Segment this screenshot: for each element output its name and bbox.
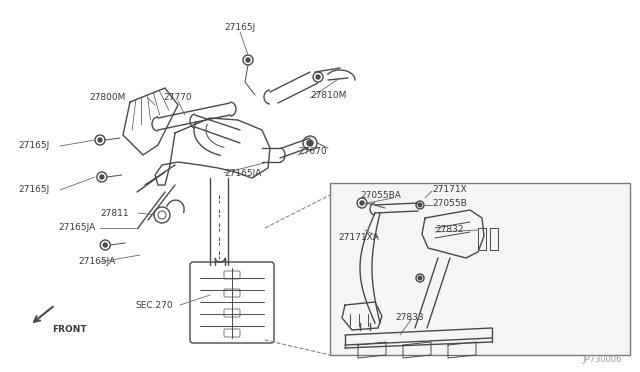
Text: 27810M: 27810M bbox=[310, 92, 346, 100]
Text: 27770: 27770 bbox=[164, 93, 192, 103]
Text: 27165J: 27165J bbox=[18, 141, 49, 151]
Text: 27171X: 27171X bbox=[432, 185, 467, 193]
Circle shape bbox=[307, 140, 313, 146]
Text: 27165JA: 27165JA bbox=[58, 224, 95, 232]
Text: 27670: 27670 bbox=[298, 148, 326, 157]
Circle shape bbox=[316, 75, 320, 79]
Text: 27055B: 27055B bbox=[432, 199, 467, 208]
Circle shape bbox=[360, 201, 364, 205]
Text: 27833: 27833 bbox=[395, 314, 424, 323]
Circle shape bbox=[98, 138, 102, 142]
Circle shape bbox=[100, 175, 104, 179]
Circle shape bbox=[246, 58, 250, 62]
Text: 27165JA: 27165JA bbox=[224, 169, 261, 177]
Text: 27171XA: 27171XA bbox=[338, 232, 379, 241]
Text: SEC.270: SEC.270 bbox=[135, 301, 173, 310]
Text: JP730006: JP730006 bbox=[582, 356, 622, 365]
Text: 27165J: 27165J bbox=[225, 23, 255, 32]
Text: 27811: 27811 bbox=[100, 208, 129, 218]
Text: 27055BA: 27055BA bbox=[360, 192, 401, 201]
Text: 27165JA: 27165JA bbox=[78, 257, 115, 266]
Text: 27800M: 27800M bbox=[90, 93, 126, 103]
Circle shape bbox=[418, 203, 422, 207]
Circle shape bbox=[103, 243, 108, 247]
Text: FRONT: FRONT bbox=[52, 326, 86, 334]
Circle shape bbox=[418, 276, 422, 280]
Text: 27832: 27832 bbox=[435, 225, 463, 234]
Bar bbox=[330, 183, 630, 355]
Text: 27165J: 27165J bbox=[18, 186, 49, 195]
